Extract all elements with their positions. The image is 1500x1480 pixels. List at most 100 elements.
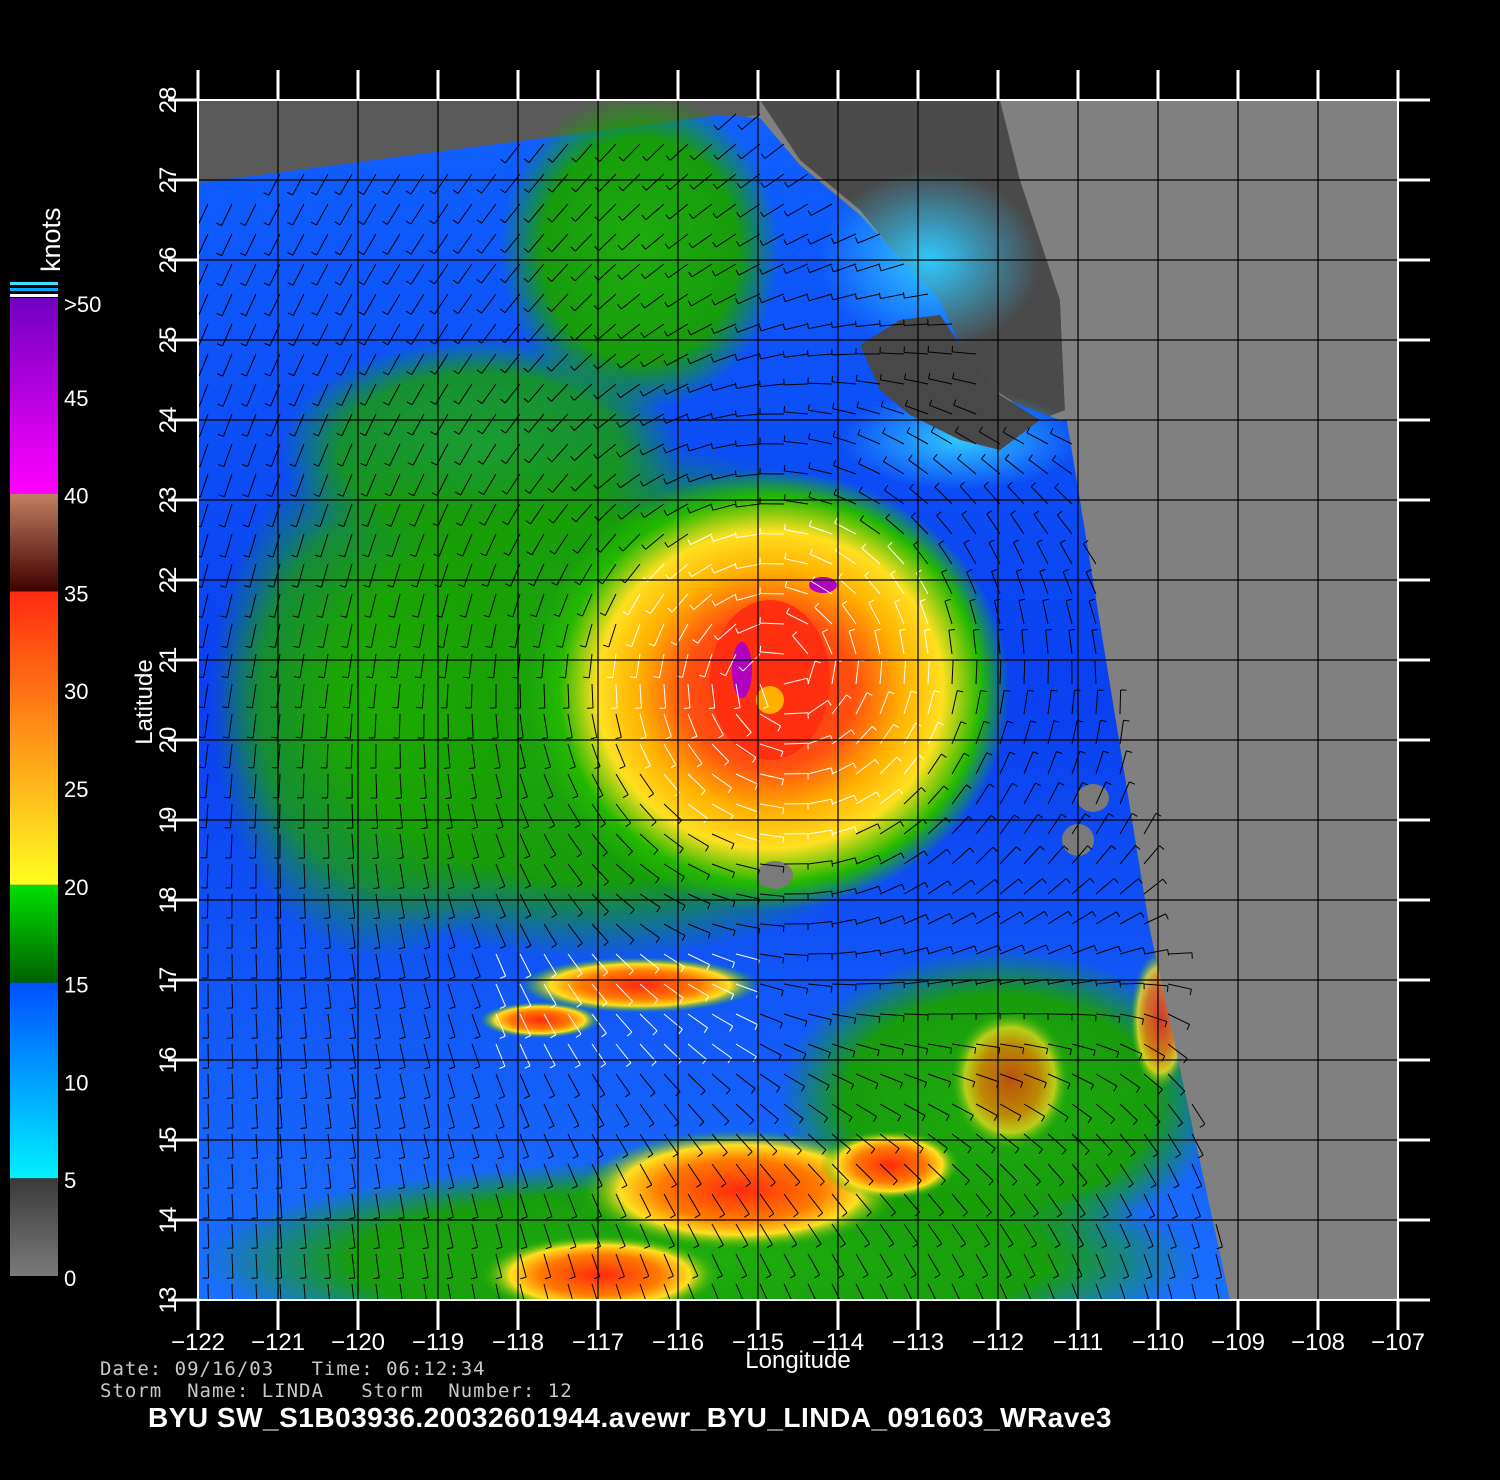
wind-barb-flag: [1089, 877, 1095, 884]
wind-barb: [666, 383, 689, 395]
wind-barb: [321, 563, 329, 588]
wind-barb: [831, 762, 854, 775]
wind-barb: [415, 533, 425, 557]
wind-barb: [808, 409, 833, 415]
wind-barb-flag: [802, 1053, 807, 1060]
wind-barb-flag: [390, 676, 397, 679]
wind-barb: [884, 489, 905, 505]
wind-barb: [735, 1073, 756, 1089]
wind-barb: [303, 1133, 307, 1158]
wind-barb: [389, 473, 401, 497]
wind-barb: [319, 503, 329, 527]
wind-barb-flag: [1087, 1117, 1092, 1124]
wind-barb: [1039, 571, 1049, 595]
wind-barb-flag: [1085, 569, 1092, 573]
wind-barb: [951, 1163, 970, 1181]
wind-barb-flag: [885, 513, 891, 519]
wind-barb-flag: [359, 432, 366, 437]
wind-barb: [255, 1193, 258, 1218]
x-tick-label: −116: [652, 1329, 704, 1356]
wind-barb-flag: [957, 1306, 962, 1309]
wind-barb: [879, 852, 902, 865]
wind-barb-flag: [782, 926, 785, 933]
wind-barb-flag: [1169, 1276, 1176, 1280]
wind-barb-flag: [476, 309, 482, 314]
wind-barb-flag: [710, 412, 713, 419]
wind-barb: [375, 1073, 381, 1098]
wind-barb-flag: [405, 250, 412, 255]
wind-barb: [927, 1073, 951, 1083]
wind-barb: [295, 473, 305, 497]
wind-barb-flag: [349, 947, 356, 950]
wind-barb: [375, 773, 378, 799]
wind-barb-flag: [991, 1148, 996, 1154]
wind-barb: [643, 503, 665, 518]
wind-barb: [597, 323, 617, 340]
wind-barb: [762, 263, 785, 275]
wind-barb: [519, 773, 528, 797]
wind-barb: [929, 404, 953, 415]
wind-barb: [198, 233, 209, 257]
wind-barb: [551, 383, 569, 402]
wind-barb-flag: [382, 250, 388, 255]
y-tick-label: 16: [155, 1047, 182, 1074]
wind-barb: [495, 893, 506, 917]
wind-barb-flag: [1045, 944, 1049, 951]
wind-barb-flag: [485, 645, 492, 649]
wind-barb: [198, 293, 209, 317]
wind-barb-flag: [617, 304, 622, 310]
wind-barb-flag: [746, 732, 752, 737]
wind-barb-flag: [287, 191, 293, 196]
wind-barb: [663, 683, 667, 708]
wind-barb: [1047, 1163, 1065, 1183]
wind-barb: [519, 1133, 529, 1157]
wind-barb-flag: [551, 943, 557, 948]
wind-barb-flag: [373, 1308, 379, 1309]
wind-barb: [527, 263, 545, 283]
wind-barb-flag: [784, 552, 787, 559]
wind-barb-flag: [264, 342, 271, 347]
wind-barb-flag: [499, 1035, 506, 1039]
wind-barb: [1143, 1043, 1166, 1057]
wind-barb: [247, 473, 257, 497]
wind-barb: [535, 593, 545, 617]
wind-barb: [1143, 1283, 1150, 1300]
wind-barb-flag: [349, 977, 356, 980]
wind-barb: [411, 383, 425, 406]
wind-barb: [783, 742, 809, 745]
wind-barb: [533, 563, 545, 586]
wind-barb-flag: [664, 272, 669, 279]
wind-barb-flag: [697, 1152, 703, 1158]
wind-barb-flag: [665, 214, 670, 220]
wind-barb-flag: [616, 362, 621, 369]
wind-barb: [528, 413, 545, 433]
wind-barb: [519, 1013, 531, 1036]
wind-barb: [1023, 690, 1029, 715]
wind-barb-flag: [473, 886, 480, 890]
wind-barb-flag: [523, 158, 530, 164]
wind-barb-flag: [449, 946, 456, 950]
wind-barb-flag: [242, 524, 249, 528]
wind-barb-flag: [1103, 1214, 1109, 1219]
wind-barb: [1033, 514, 1049, 535]
wind-barb: [975, 944, 999, 955]
wind-barb: [387, 353, 401, 376]
wind-barb: [423, 923, 431, 948]
wind-barb: [303, 1103, 307, 1128]
wind-barb: [717, 623, 737, 641]
wind-barb: [301, 743, 305, 768]
wind-barb: [458, 383, 473, 405]
wind-barb-flag: [310, 221, 317, 226]
wind-barb-flag: [729, 1025, 734, 1032]
y-tick-label: 13: [155, 1287, 182, 1314]
wind-barb-flag: [686, 476, 690, 483]
wind-barb: [741, 113, 761, 130]
wind-barb-flag: [1116, 1051, 1120, 1058]
wind-barb-flag: [300, 1007, 307, 1009]
wind-barb-flag: [1044, 911, 1049, 917]
wind-barb-flag: [957, 453, 962, 460]
wind-barb: [1119, 689, 1122, 715]
wind-barb-flag: [689, 154, 695, 161]
colorbar-label: 0: [64, 1266, 76, 1291]
wind-barb: [858, 491, 881, 505]
